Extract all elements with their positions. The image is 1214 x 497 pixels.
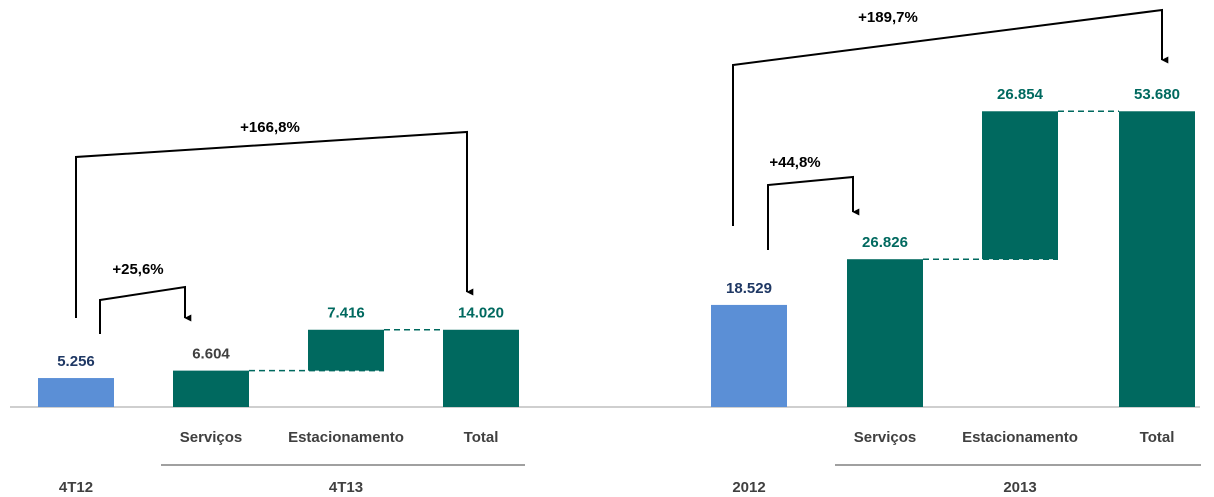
growth-bracket	[732, 8, 1169, 226]
group-label: 4T12	[59, 479, 93, 496]
category-label: Estacionamento	[962, 429, 1078, 446]
group-label: 2012	[732, 479, 765, 496]
bar	[847, 259, 923, 407]
group-label: 2013	[1003, 479, 1036, 496]
growth-bracket	[767, 175, 860, 250]
value-label: 18.529	[726, 280, 772, 297]
bar	[711, 304, 787, 407]
bar	[173, 370, 249, 407]
growth-bracket	[99, 285, 192, 334]
bar	[308, 329, 384, 371]
growth-label: +25,6%	[112, 261, 163, 278]
bar	[1119, 111, 1195, 407]
bar	[982, 111, 1058, 260]
bar	[38, 378, 114, 407]
value-label: 53.680	[1134, 86, 1180, 103]
growth-label: +189,7%	[858, 9, 918, 26]
growth-bracket	[75, 130, 474, 318]
category-label: Serviços	[180, 429, 243, 446]
category-label: Estacionamento	[288, 429, 404, 446]
value-label: 5.256	[57, 353, 95, 370]
growth-label: +44,8%	[769, 154, 820, 171]
bar	[443, 329, 519, 407]
value-label: 26.826	[862, 234, 908, 251]
value-label: 6.604	[192, 346, 230, 363]
category-label: Total	[464, 429, 499, 446]
category-label: Total	[1140, 429, 1175, 446]
group-label: 4T13	[329, 479, 363, 496]
value-label: 7.416	[327, 305, 365, 322]
category-label: Serviços	[854, 429, 917, 446]
value-label: 14.020	[458, 305, 504, 322]
value-label: 26.854	[997, 86, 1044, 103]
growth-label: +166,8%	[240, 119, 300, 136]
